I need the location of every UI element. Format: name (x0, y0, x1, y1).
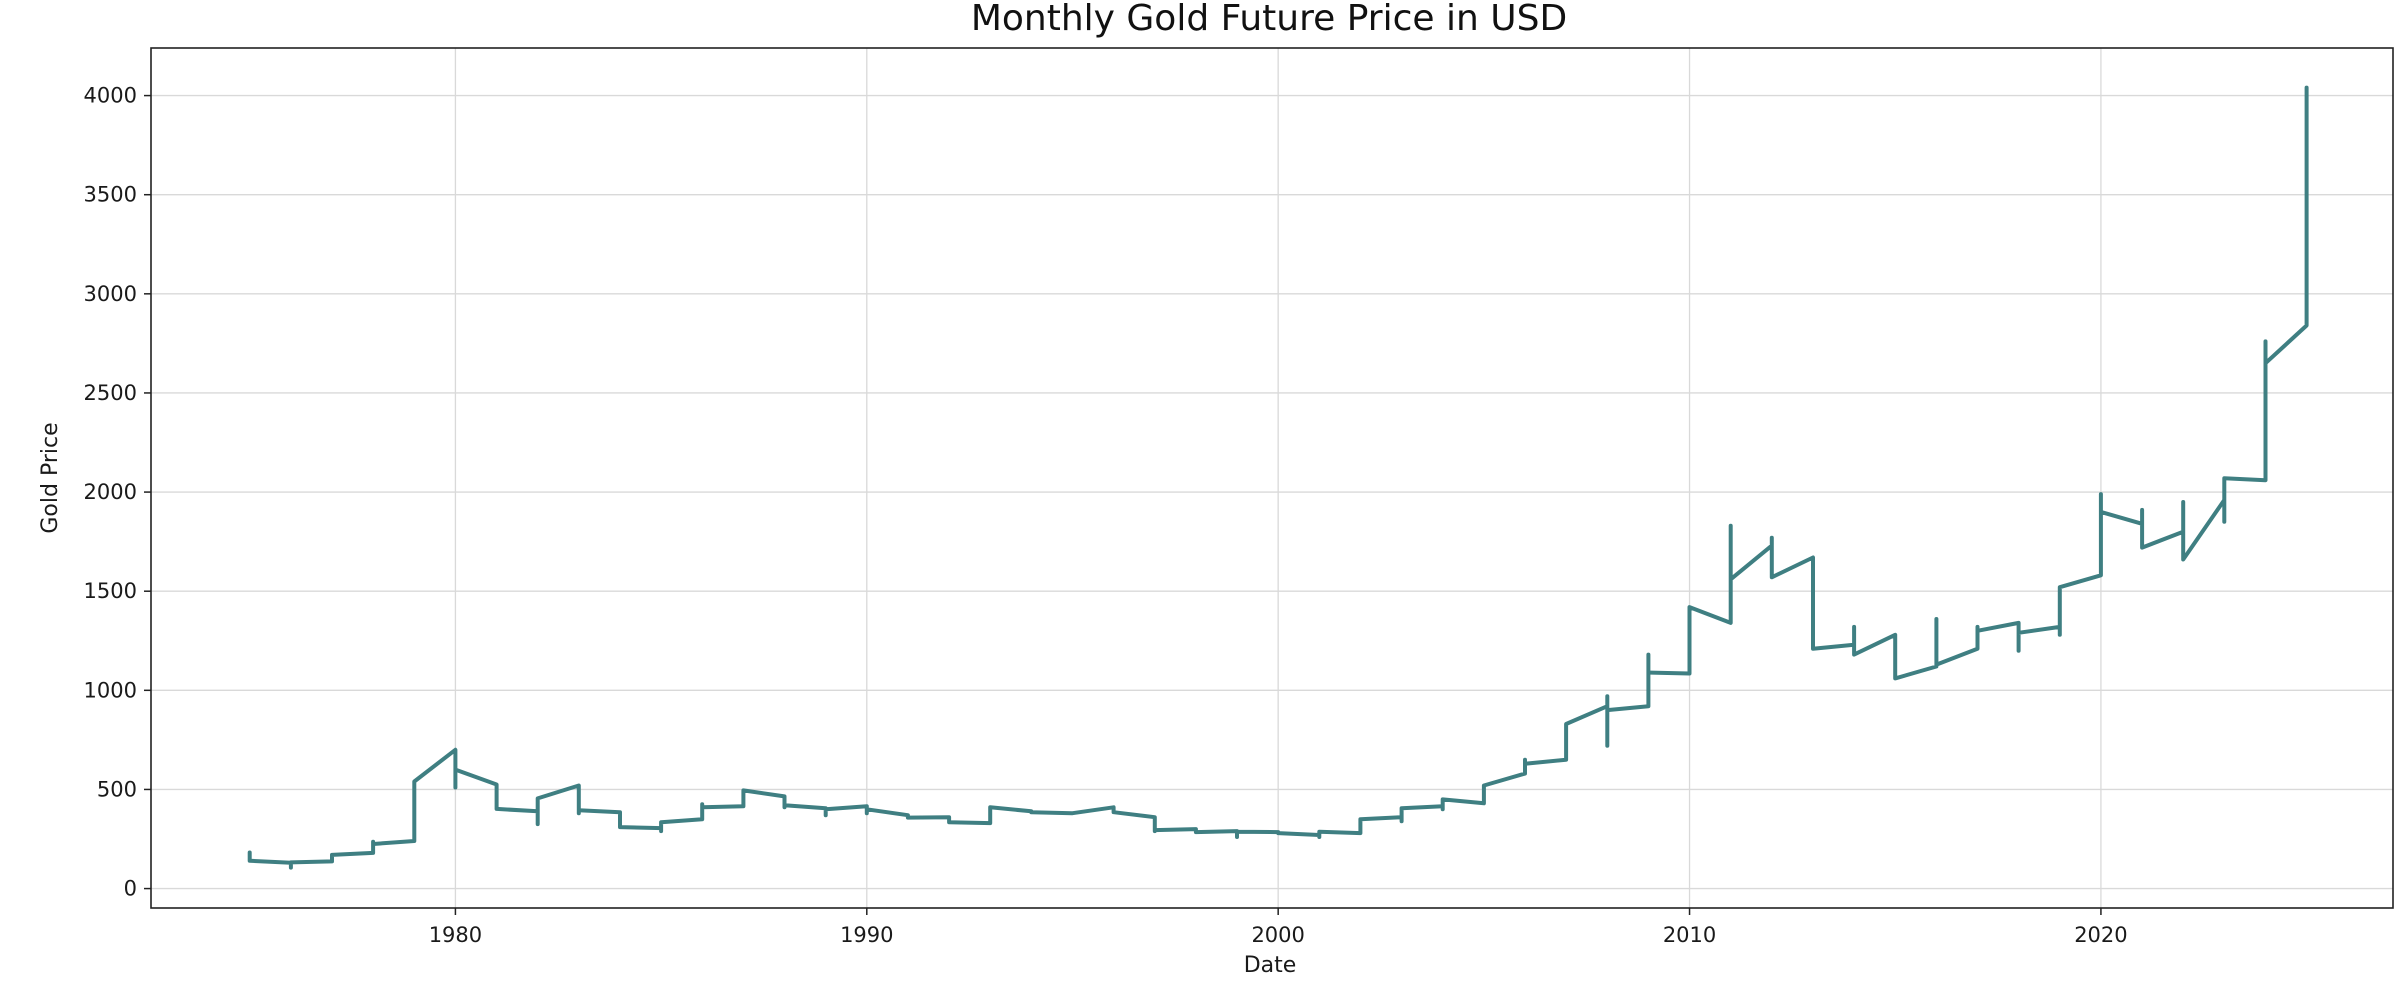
x-tick-label: 1990 (840, 923, 893, 947)
y-tick-label: 2000 (84, 480, 137, 504)
x-axis: 1980 1990 2000 2010 2020 (429, 908, 2128, 947)
x-axis-label: Date (1244, 953, 1297, 978)
chart-title: Monthly Gold Future Price in USD (971, 0, 1567, 39)
x-tick-label: 2010 (1663, 923, 1716, 947)
series-points (249, 87, 2307, 868)
y-tick-label: 3000 (84, 282, 137, 306)
gridlines (151, 48, 2393, 908)
y-tick-label: 0 (124, 877, 137, 901)
plot-area (247, 85, 2309, 870)
y-axis-label: Gold Price (38, 422, 63, 533)
y-axis: 0 500 1000 1500 2000 2500 3000 3500 4000 (84, 84, 151, 901)
y-tick-label: 3500 (84, 183, 137, 207)
y-tick-label: 1000 (84, 678, 137, 702)
y-tick-label: 4000 (84, 84, 137, 108)
x-tick-label: 1980 (429, 923, 482, 947)
y-tick-label: 1500 (84, 579, 137, 603)
y-tick-label: 2500 (84, 381, 137, 405)
x-tick-label: 2020 (2074, 923, 2127, 947)
x-tick-label: 2000 (1251, 923, 1304, 947)
y-tick-label: 500 (97, 777, 137, 801)
axes-frame (150, 47, 2394, 909)
